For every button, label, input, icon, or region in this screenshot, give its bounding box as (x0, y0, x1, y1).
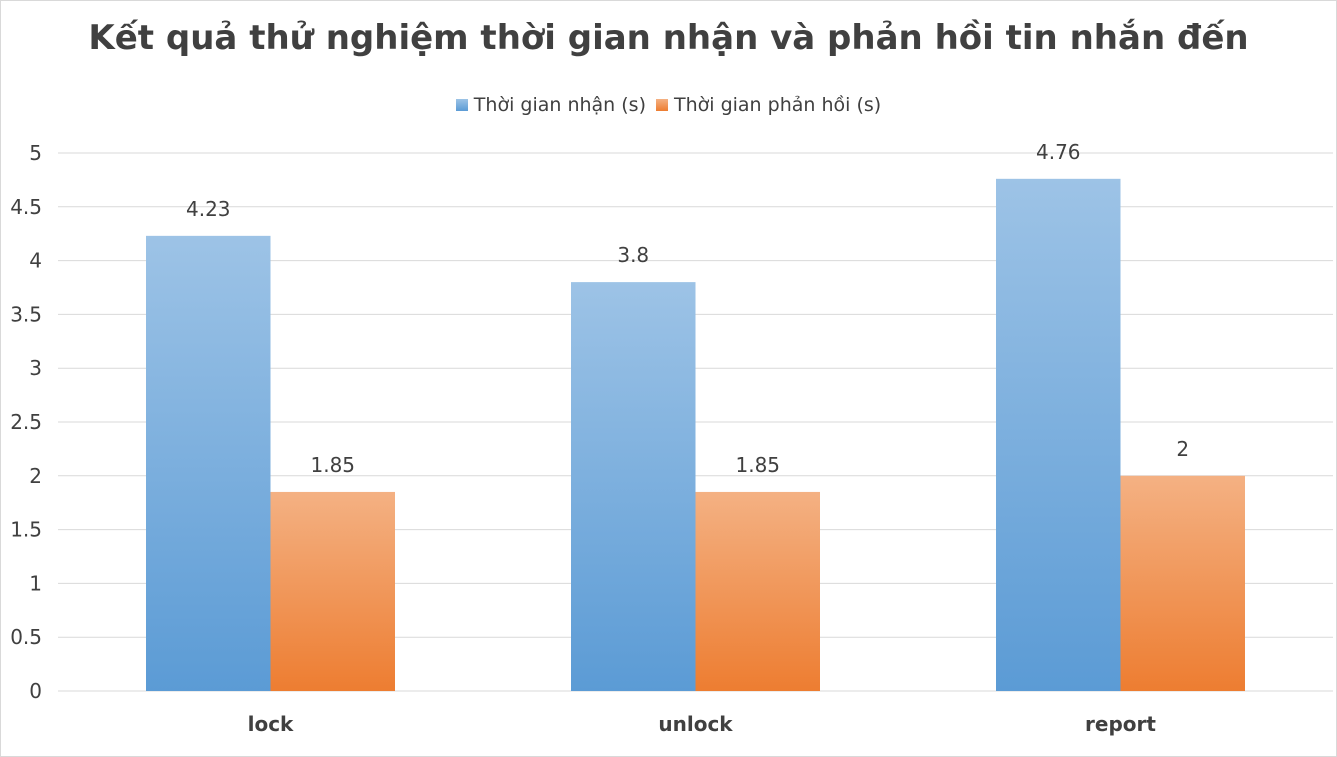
category-label-unlock: unlock (658, 712, 733, 736)
y-tick-label: 1 (29, 571, 42, 595)
chart-legend: Thời gian nhận (s) Thời gian phản hồi (s… (0, 94, 1337, 116)
data-labels: 4.23 1.85 3.8 1.85 4.76 2 (186, 140, 1189, 477)
bar-response-report (1120, 475, 1245, 691)
legend-swatch-received (455, 99, 468, 111)
y-tick-label: 2 (29, 464, 42, 488)
data-label-received-unlock: 3.8 (617, 243, 649, 267)
y-tick-label: 3 (29, 356, 42, 380)
y-tick-label: 4.5 (10, 195, 42, 219)
bar-received-report (996, 178, 1121, 692)
legend-label-received: Thời gian nhận (s) (473, 94, 646, 116)
data-label-response-unlock: 1.85 (735, 453, 780, 477)
bar-response-unlock (695, 491, 820, 691)
category-label-lock: lock (248, 712, 294, 736)
data-label-response-report: 2 (1176, 437, 1189, 461)
category-label-report: report (1085, 712, 1156, 736)
y-tick-label: 4 (29, 249, 42, 273)
legend-item-response: Thời gian phản hồi (s) (655, 94, 882, 116)
y-tick-label: 0.5 (10, 625, 42, 649)
bar-received-lock (146, 235, 271, 692)
data-label-response-lock: 1.85 (310, 453, 355, 477)
chart-title: Kết quả thử nghiệm thời gian nhận và phả… (88, 18, 1249, 58)
legend-label-response: Thời gian phản hồi (s) (673, 94, 882, 116)
y-tick-label: 3.5 (10, 302, 42, 326)
legend-item-received: Thời gian nhận (s) (455, 94, 646, 116)
y-tick-label: 5 (29, 141, 42, 165)
x-axis-categories: lock unlock report (248, 712, 1157, 736)
y-tick-label: 1.5 (10, 518, 42, 542)
bars (146, 178, 1245, 692)
y-tick-label: 2.5 (10, 410, 42, 434)
legend-swatch-response (655, 99, 668, 111)
data-label-received-report: 4.76 (1036, 140, 1081, 164)
bar-received-unlock (571, 282, 696, 691)
data-label-received-lock: 4.23 (186, 197, 231, 221)
bar-response-lock (270, 491, 395, 691)
y-axis-ticks: 0 0.5 1 1.5 2 2.5 3 3.5 4 4.5 5 (10, 141, 42, 703)
y-tick-label: 0 (29, 679, 42, 703)
